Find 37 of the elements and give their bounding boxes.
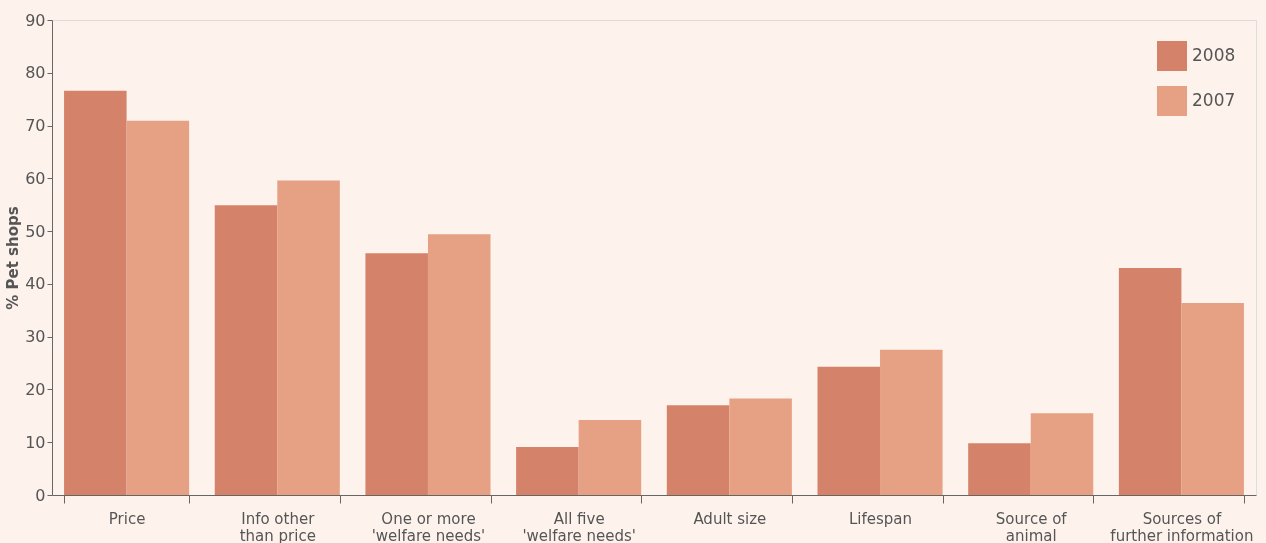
x-tick-label: Adult size xyxy=(693,509,767,528)
y-axis-title: % Pet shops xyxy=(4,206,23,310)
x-tick-label: Lifespan xyxy=(848,509,913,528)
bar xyxy=(1118,268,1182,495)
bar xyxy=(277,180,340,495)
bar xyxy=(666,405,730,495)
bar xyxy=(729,398,792,495)
y-tick-label: 10 xyxy=(25,432,46,452)
x-tick-label: All five 'welfare needs' xyxy=(522,509,636,543)
bar xyxy=(968,443,1031,495)
y-tick-label: 40 xyxy=(25,274,46,294)
bar xyxy=(64,90,127,495)
bar xyxy=(1181,302,1244,495)
x-tick-label: Sources of further information xyxy=(1110,509,1254,543)
bar xyxy=(214,205,278,495)
bar xyxy=(578,420,642,495)
bar xyxy=(817,366,881,495)
x-tick-label: Info other than price xyxy=(239,509,316,543)
bar xyxy=(126,120,190,495)
y-tick-label: 60 xyxy=(25,168,46,188)
x-tick-label: Price xyxy=(108,509,146,528)
y-tick-label: 90 xyxy=(25,10,46,30)
bar xyxy=(427,234,491,495)
bar xyxy=(880,349,943,495)
y-tick-label: 80 xyxy=(25,63,46,83)
legend-label: 2008 xyxy=(1192,45,1236,65)
y-tick-label: 30 xyxy=(25,327,46,347)
bar xyxy=(1030,413,1094,495)
y-tick-label: 50 xyxy=(25,221,46,241)
y-tick-label: 20 xyxy=(25,379,46,399)
y-tick-label: 0 xyxy=(35,485,46,505)
y-tick-label: 70 xyxy=(25,116,46,136)
legend-label: 2007 xyxy=(1192,90,1236,110)
x-tick-label: One or more 'welfare needs' xyxy=(371,509,486,543)
x-tick-label: Source of animal xyxy=(995,509,1068,543)
bar xyxy=(365,253,428,495)
bar xyxy=(516,446,579,495)
